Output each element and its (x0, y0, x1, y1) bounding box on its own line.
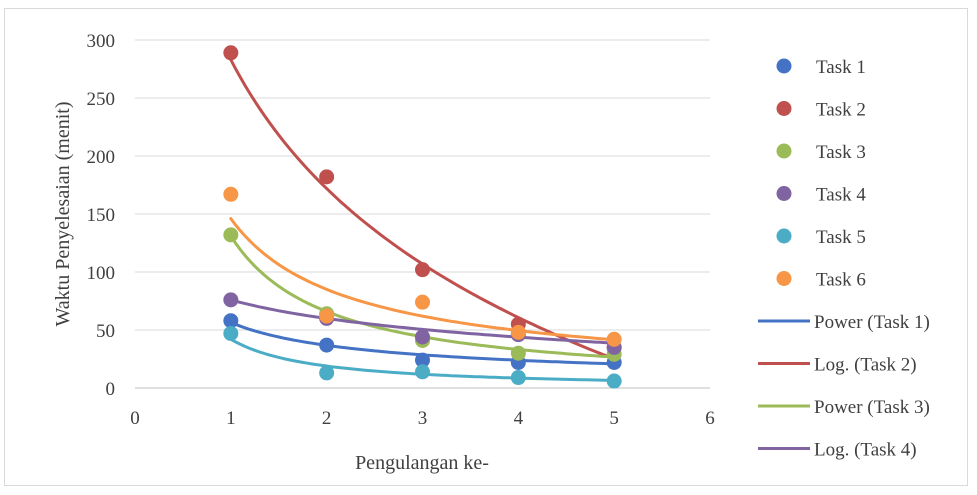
data-point (319, 308, 335, 324)
data-point (510, 324, 526, 340)
legend-label: Task 6 (816, 270, 866, 291)
legend-label: Task 5 (816, 227, 866, 248)
data-point (319, 337, 335, 353)
y-tick-label: 50 (96, 321, 115, 342)
y-tick-label: 250 (87, 89, 116, 110)
data-point (510, 345, 526, 361)
data-point (415, 364, 430, 380)
y-tick-label: 0 (106, 379, 116, 400)
x-tick-label: 2 (322, 408, 332, 429)
data-point (223, 325, 239, 341)
legend-marker (776, 186, 792, 201)
y-tick-label: 150 (87, 205, 116, 226)
data-point (415, 329, 430, 345)
legend-marker (776, 143, 792, 159)
point-layer (223, 45, 622, 389)
y-tick-label: 100 (87, 263, 116, 284)
legend-label: Task 2 (816, 100, 866, 121)
legend-marker (776, 228, 792, 244)
legend-label: Task 4 (816, 185, 866, 206)
legend-label: Log. (Task 2) (814, 355, 917, 376)
legend: Task 1 Task 2 Task 3 Task 4 Task 5 Task 6 Powe… (758, 57, 930, 461)
legend-label: Task 3 (816, 142, 866, 163)
trendline (229, 298, 616, 345)
data-point (223, 313, 239, 329)
x-tick-label: 4 (514, 408, 524, 429)
data-point (415, 294, 430, 310)
x-tick-label: 0 (130, 408, 140, 429)
trendline (229, 58, 616, 361)
legend-label: Log. (Task 4) (814, 440, 917, 461)
x-tick-label: 3 (418, 408, 428, 429)
x-tick-label: 1 (226, 408, 236, 429)
legend-label: Power (Task 1) (814, 312, 930, 333)
data-point (223, 45, 239, 61)
data-point (510, 370, 526, 386)
x-axis-title: Pengulangan ke- (355, 452, 489, 474)
legend-label: Power (Task 3) (814, 397, 930, 418)
data-point (606, 373, 622, 389)
legend-marker (776, 271, 792, 286)
y-tick-label: 300 (87, 31, 116, 52)
y-tick-label: 200 (87, 147, 116, 168)
y-axis-title: Waktu Penyelesaian (menit) (52, 102, 74, 327)
trendline (229, 217, 616, 342)
data-point (319, 169, 335, 185)
data-point (319, 365, 335, 381)
x-tick-label: 6 (705, 408, 715, 429)
data-point (606, 331, 622, 347)
data-point (223, 186, 239, 202)
data-point (223, 227, 239, 243)
tick-label-layer: 0 50 100 150 200 250 300 0 1 2 3 4 5 6 (87, 31, 715, 429)
data-point (415, 262, 430, 278)
legend-marker (776, 101, 792, 116)
x-tick-label: 5 (609, 408, 619, 429)
legend-label: Task 1 (816, 57, 866, 78)
data-point (415, 352, 430, 368)
data-point (223, 292, 239, 308)
legend-marker (776, 58, 792, 74)
